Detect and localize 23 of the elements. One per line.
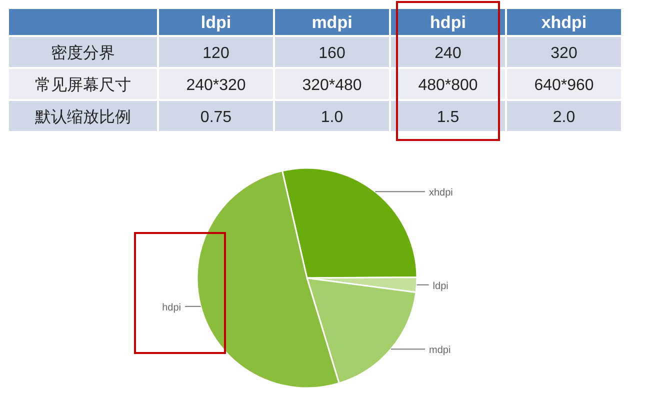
text: 640*960 bbox=[534, 77, 594, 94]
category-label: mdpi bbox=[312, 13, 352, 32]
category-label: 默认缩放比例 bbox=[35, 109, 131, 126]
category-label: hdpi bbox=[430, 13, 466, 32]
text: 320*480 bbox=[302, 77, 362, 94]
text: 480*800 bbox=[418, 77, 478, 94]
slice-label: ldpi bbox=[432, 280, 448, 292]
text: 240 bbox=[434, 45, 462, 62]
slice-label: mdpi bbox=[429, 345, 451, 356]
category-label: ldpi bbox=[200, 13, 232, 32]
category-label: xhdpi bbox=[541, 13, 587, 32]
category-label: 密度分界 bbox=[51, 45, 115, 62]
text: 2.0 bbox=[552, 109, 576, 126]
text: 240*320 bbox=[186, 77, 246, 94]
text: 160 bbox=[318, 45, 346, 62]
category-label: 常见屏幕尺寸 bbox=[35, 77, 131, 94]
text: 1.0 bbox=[320, 109, 344, 126]
text: 1.5 bbox=[436, 109, 460, 126]
text: 120 bbox=[202, 45, 230, 62]
text: 320 bbox=[550, 45, 578, 62]
text: 0.75 bbox=[200, 109, 232, 126]
slice-label: hdpi bbox=[162, 302, 181, 314]
slice-label: xhdpi bbox=[429, 188, 453, 199]
